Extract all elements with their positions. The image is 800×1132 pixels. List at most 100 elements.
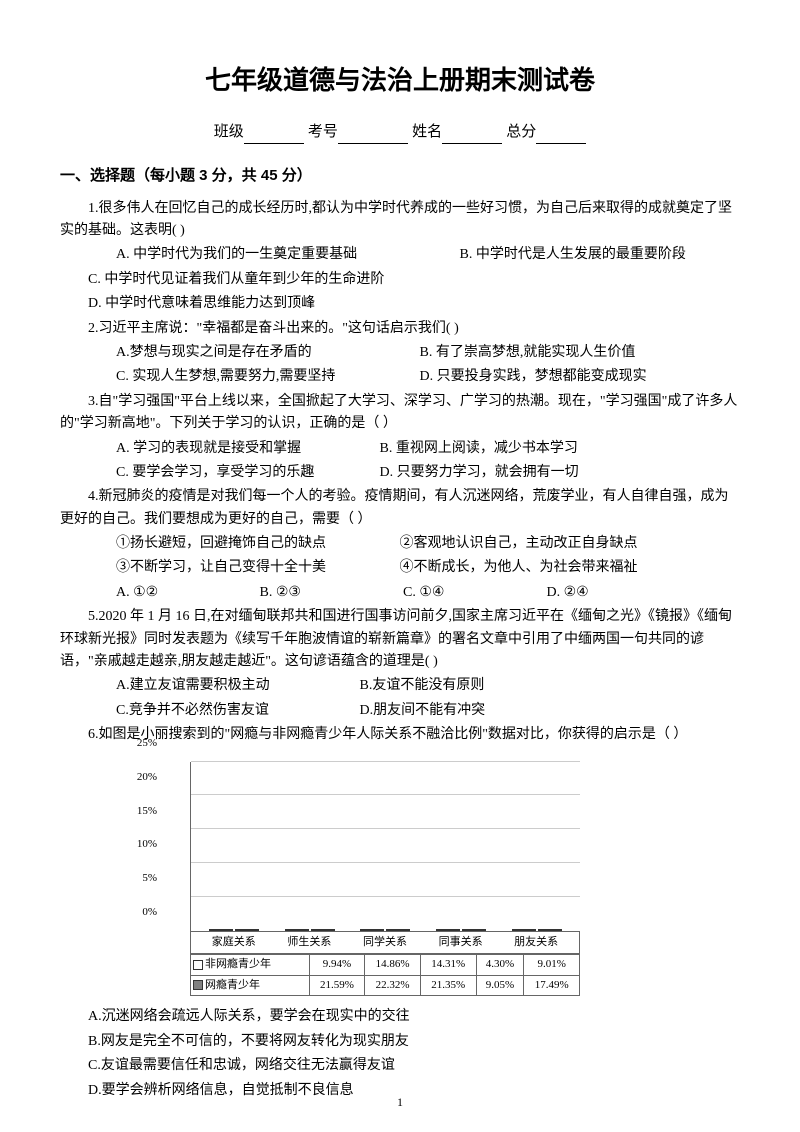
bar-group: [209, 929, 259, 931]
legend-box-dark: [193, 980, 203, 990]
bar-group: [436, 929, 486, 931]
score-blank[interactable]: [536, 126, 586, 144]
bar-group: [285, 929, 335, 931]
q3-options-cd: C. 要学会学习，享受学习的乐趣 D. 只要努力学习，就会拥有一切: [60, 462, 740, 484]
series1-name: 非网瘾青少年: [205, 958, 271, 970]
q2-option-c: C. 实现人生梦想,需要努力,需要坚持: [88, 366, 368, 388]
q4-option-b: B. ②③: [232, 582, 352, 604]
cell: 21.59%: [309, 975, 365, 996]
q4-items-12: ①扬长避短，回避掩饰自己的缺点 ②客观地认识自己，主动改正自身缺点: [60, 533, 740, 555]
q5-stem: 5.2020 年 1 月 16 日,在对缅甸联邦共和国进行国事访问前夕,国家主席…: [60, 606, 740, 673]
q4-item-3: ③不断学习，让自己变得十全十美: [88, 557, 348, 579]
cell: 17.49%: [524, 975, 580, 996]
bar-series1: [512, 929, 536, 931]
q2-option-d: D. 只要投身实践，梦想都能变成现实: [392, 366, 647, 388]
q4-item-1: ①扬长避短，回避掩饰自己的缺点: [88, 533, 348, 555]
exam-label: 考号: [308, 120, 338, 144]
q4-option-d: D. ②④: [519, 582, 589, 604]
score-label: 总分: [506, 120, 536, 144]
y-label-4: 20%: [137, 769, 157, 787]
q4-options: A. ①② B. ②③ C. ①④ D. ②④: [60, 582, 740, 604]
class-blank[interactable]: [244, 126, 304, 144]
q5-options-ab: A.建立友谊需要积极主动 B.友谊不能没有原则: [60, 675, 740, 697]
q6-stem: 6.如图是小丽搜索到的"网瘾与非网瘾青少年人际关系不融洽比例"数据对比，你获得的…: [60, 724, 740, 746]
q4-item-4: ④不断成长，为他人、为社会带来福祉: [372, 557, 638, 579]
q3-stem: 3.自"学习强国"平台上线以来，全国掀起了大学习、深学习、广学习的热潮。现在，"…: [60, 391, 740, 436]
q5-option-c: C.竞争并不必然伤害友谊: [88, 700, 308, 722]
q6-option-b: B.网友是完全不可信的，不要将网友转化为现实朋友: [60, 1031, 740, 1053]
x-label: 家庭关系: [212, 934, 256, 952]
q4-items-34: ③不断学习，让自己变得十全十美 ④不断成长，为他人、为社会带来福祉: [60, 557, 740, 579]
x-label: 同事关系: [439, 934, 483, 952]
q5-option-a: A.建立友谊需要积极主动: [88, 675, 308, 697]
exam-blank[interactable]: [338, 126, 408, 144]
chart-container: 0% 5% 10% 15% 20% 25% 家庭关系 师生关系 同学关系 同事关系 朋友…: [160, 762, 580, 997]
page-title: 七年级道德与法治上册期末测试卷: [60, 60, 740, 102]
y-label-5: 25%: [137, 735, 157, 753]
q2-stem: 2.习近平主席说："幸福都是奋斗出来的。"这句话启示我们( ): [60, 318, 740, 340]
q1-option-c: C. 中学时代见证着我们从童年到少年的生命进阶: [60, 269, 740, 291]
y-label-2: 10%: [137, 837, 157, 855]
cell: 9.01%: [524, 955, 580, 976]
cell: 9.94%: [309, 955, 365, 976]
cell: 14.86%: [365, 955, 421, 976]
table-row: 网瘾青少年 21.59% 22.32% 21.35% 9.05% 17.49%: [191, 975, 580, 996]
q5-option-d: D.朋友间不能有冲突: [332, 700, 486, 722]
q4-item-2: ②客观地认识自己，主动改正自身缺点: [372, 533, 638, 555]
q1-stem: 1.很多伟人在回忆自己的成长经历时,都认为中学时代养成的一些好习惯，为自己后来取…: [60, 198, 740, 243]
bar-group: [512, 929, 562, 931]
series2-name: 网瘾青少年: [205, 979, 260, 991]
section-1-title: 一、选择题（每小题 3 分，共 45 分）: [60, 164, 740, 188]
cell: 21.35%: [420, 975, 476, 996]
bar-series1: [209, 929, 233, 931]
x-label: 朋友关系: [514, 934, 558, 952]
q2-option-a: A.梦想与现实之间是存在矛盾的: [88, 342, 368, 364]
q6-option-a: A.沉迷网络会疏远人际关系，要学会在现实中的交往: [60, 1006, 740, 1028]
q1-options-ab: A. 中学时代为我们的一生奠定重要基础 B. 中学时代是人生发展的最重要阶段: [60, 244, 740, 266]
cell: 4.30%: [476, 955, 524, 976]
table-row: 非网瘾青少年 9.94% 14.86% 14.31% 4.30% 9.01%: [191, 955, 580, 976]
x-label: 同学关系: [363, 934, 407, 952]
q3-option-a: A. 学习的表现就是接受和掌握: [88, 438, 328, 460]
bar-series1: [436, 929, 460, 931]
cell: 14.31%: [420, 955, 476, 976]
cell: 22.32%: [365, 975, 421, 996]
name-blank[interactable]: [442, 126, 502, 144]
bar-series1: [360, 929, 384, 931]
q3-options-ab: A. 学习的表现就是接受和掌握 B. 重视网上阅读，减少书本学习: [60, 438, 740, 460]
q6-option-c: C.友谊最需要信任和忠诚，网络交往无法赢得友谊: [60, 1055, 740, 1077]
legend-series1: 非网瘾青少年: [191, 955, 310, 976]
q3-option-c: C. 要学会学习，享受学习的乐趣: [88, 462, 328, 484]
x-label: 师生关系: [287, 934, 331, 952]
legend-box-light: [193, 960, 203, 970]
q4-option-a: A. ①②: [88, 582, 208, 604]
y-label-0: 0%: [142, 904, 157, 922]
q2-option-b: B. 有了崇高梦想,就能实现人生价值: [392, 342, 636, 364]
q1-option-a: A. 中学时代为我们的一生奠定重要基础: [88, 244, 408, 266]
q1-option-d: D. 中学时代意味着思维能力达到顶峰: [60, 293, 740, 315]
q2-options-cd: C. 实现人生梦想,需要努力,需要坚持 D. 只要投身实践，梦想都能变成现实: [60, 366, 740, 388]
q5-option-b: B.友谊不能没有原则: [332, 675, 485, 697]
legend-series2: 网瘾青少年: [191, 975, 310, 996]
y-label-3: 15%: [137, 803, 157, 821]
bar-series2: [538, 929, 562, 931]
chart-data-table: 非网瘾青少年 9.94% 14.86% 14.31% 4.30% 9.01% 网…: [190, 954, 580, 996]
bar-chart: 0% 5% 10% 15% 20% 25%: [190, 762, 580, 932]
bar-series1: [285, 929, 309, 931]
bar-series2: [386, 929, 410, 931]
q3-option-d: D. 只要努力学习，就会拥有一切: [352, 462, 579, 484]
q1-option-b: B. 中学时代是人生发展的最重要阶段: [432, 244, 686, 266]
q4-stem: 4.新冠肺炎的疫情是对我们每一个人的考验。疫情期间，有人沉迷网络，荒废学业，有人…: [60, 486, 740, 531]
q2-options-ab: A.梦想与现实之间是存在矛盾的 B. 有了崇高梦想,就能实现人生价值: [60, 342, 740, 364]
page-number: 1: [397, 1093, 403, 1112]
q4-option-c: C. ①④: [375, 582, 495, 604]
bar-series2: [462, 929, 486, 931]
cell: 9.05%: [476, 975, 524, 996]
q5-options-cd: C.竞争并不必然伤害友谊 D.朋友间不能有冲突: [60, 700, 740, 722]
y-label-1: 5%: [142, 870, 157, 888]
bar-series2: [311, 929, 335, 931]
bar-group: [360, 929, 410, 931]
q3-option-b: B. 重视网上阅读，减少书本学习: [352, 438, 578, 460]
student-info-row: 班级 考号 姓名 总分: [60, 120, 740, 144]
name-label: 姓名: [412, 120, 442, 144]
